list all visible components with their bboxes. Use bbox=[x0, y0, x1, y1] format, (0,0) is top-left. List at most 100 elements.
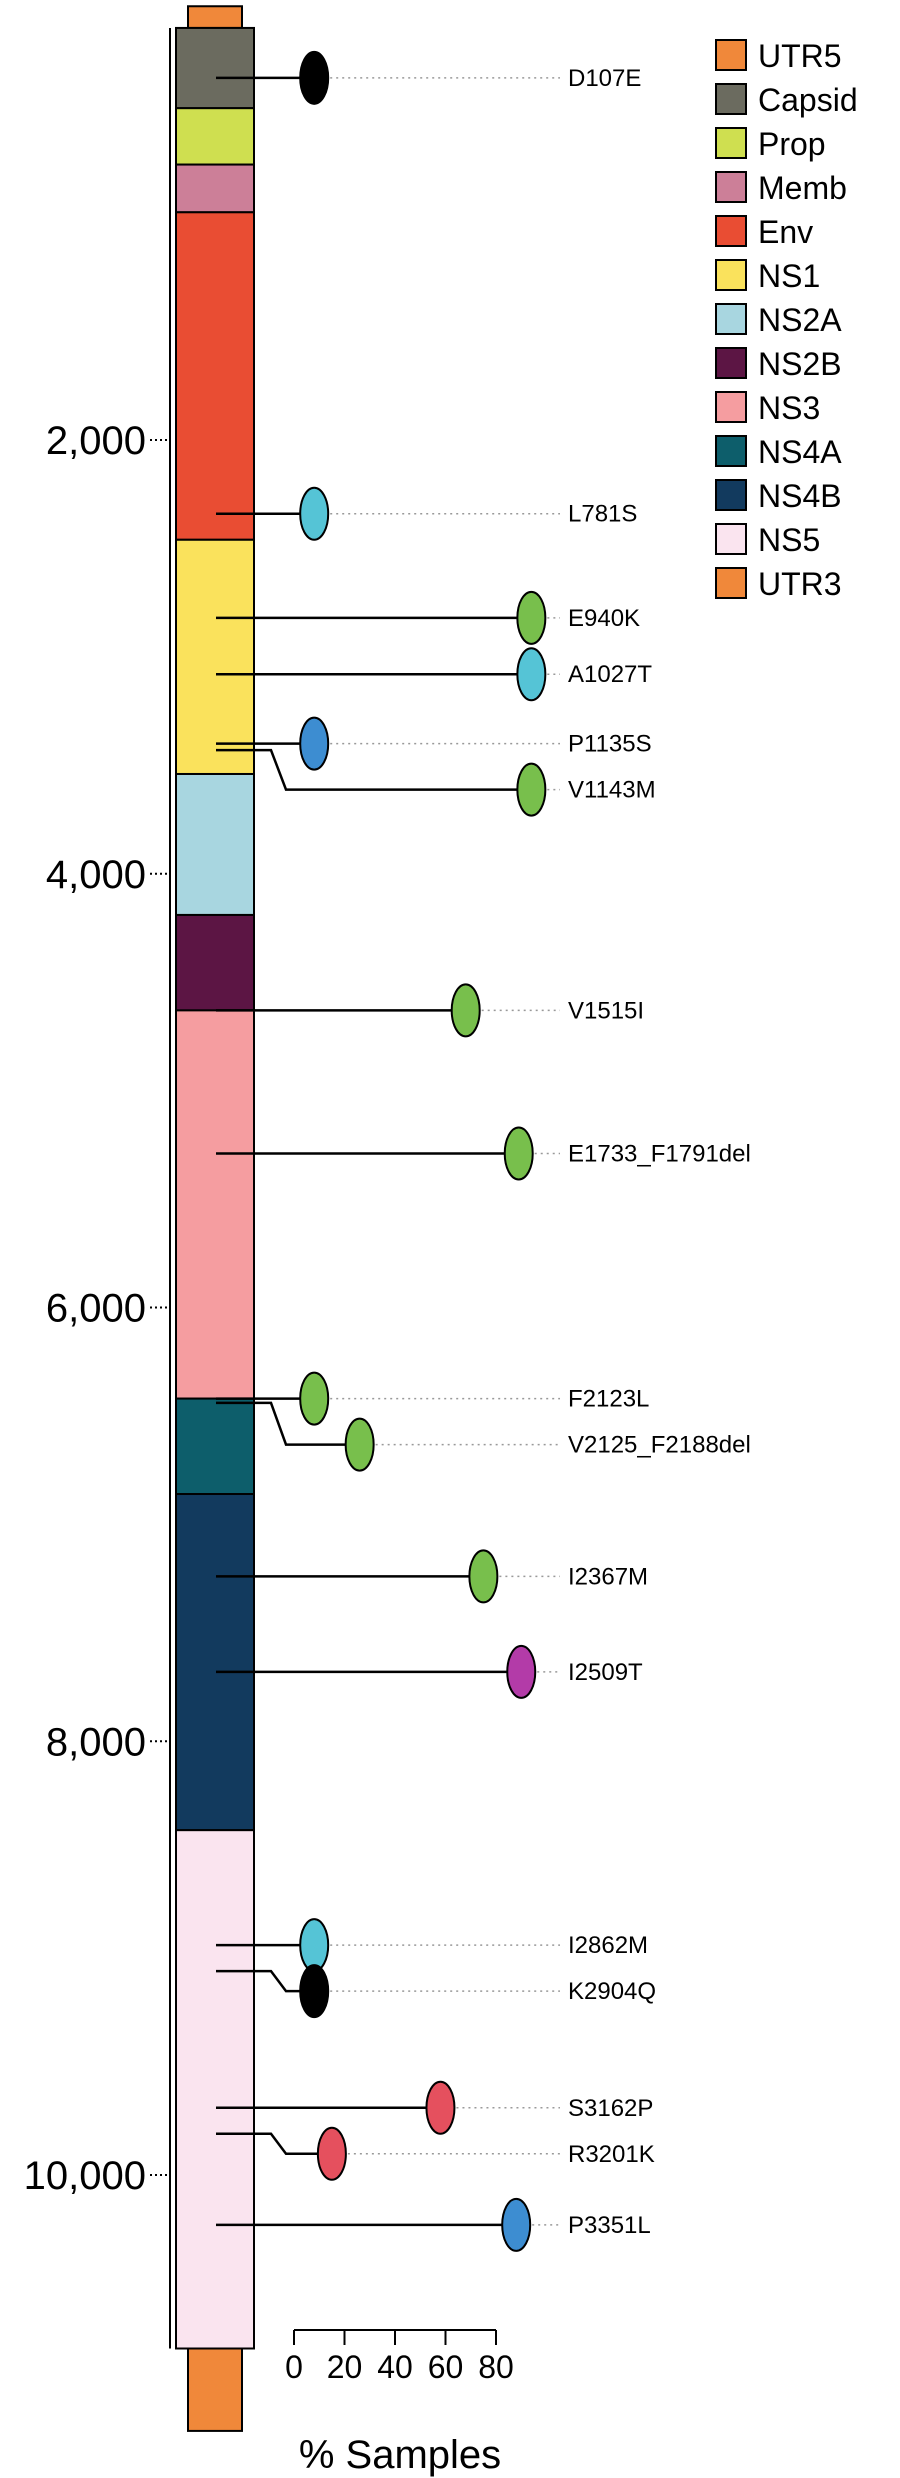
mutation-head bbox=[516, 647, 547, 702]
mutation-head bbox=[316, 2126, 347, 2181]
mutation-r3201k: R3201K bbox=[216, 2126, 655, 2181]
mutation-a1027t: A1027T bbox=[216, 647, 652, 702]
x-tick-label: 20 bbox=[327, 2349, 363, 2385]
region-ns4b bbox=[175, 1493, 255, 1832]
legend-label: Memb bbox=[758, 170, 847, 206]
legend-swatch bbox=[715, 215, 747, 247]
x-axis: % Samples 0 20 40 60 80 bbox=[285, 2329, 514, 2477]
mutation-i2862m: I2862M bbox=[216, 1918, 648, 1973]
mutation-label: I2509T bbox=[568, 1659, 643, 1686]
region-ns2a bbox=[175, 772, 255, 916]
legend-swatch bbox=[715, 303, 747, 335]
mutation-stem bbox=[216, 2132, 332, 2156]
legend-swatch bbox=[715, 83, 747, 115]
mutation-label: S3162P bbox=[568, 2095, 653, 2122]
mutation-stem bbox=[216, 748, 532, 791]
legend-label: NS4B bbox=[758, 478, 842, 514]
region-capsid bbox=[175, 26, 255, 110]
genome-bar bbox=[175, 5, 255, 2432]
mutation-e940k: E940K bbox=[216, 590, 640, 645]
y-tick-label: 8,000 bbox=[46, 1720, 146, 1764]
mutation-head bbox=[506, 1644, 537, 1699]
mutation-stem bbox=[216, 1401, 360, 1446]
legend-item-ns2a: NS2A bbox=[715, 302, 842, 338]
legend-item-ns3: NS3 bbox=[715, 390, 820, 426]
y-tick-label: 2,000 bbox=[46, 419, 146, 463]
mutation-head bbox=[501, 2197, 532, 2252]
mutation-p1135s: P1135S bbox=[216, 716, 652, 771]
region-ns4a bbox=[175, 1397, 255, 1496]
legend-swatch bbox=[715, 127, 747, 159]
mutation-p3351l: P3351L bbox=[216, 2197, 651, 2252]
mutation-v1515i: V1515I bbox=[216, 983, 644, 1038]
mutation-d107e: D107E bbox=[216, 50, 641, 105]
legend-label: UTR3 bbox=[758, 566, 842, 602]
mutation-lollipops: D107E L781S E940K A1027T P1135S V1143M V1515I E… bbox=[216, 50, 751, 2252]
mutation-i2367m: I2367M bbox=[216, 1549, 648, 1604]
legend-label: Env bbox=[758, 214, 813, 250]
x-tick-label: 60 bbox=[428, 2349, 464, 2385]
mutation-head bbox=[299, 1964, 330, 2019]
legend-label: NS5 bbox=[758, 522, 820, 558]
legend-label: Capsid bbox=[758, 82, 858, 118]
region-ns1 bbox=[175, 538, 255, 775]
y-tick-label: 6,000 bbox=[46, 1287, 146, 1331]
mutation-label: F2123L bbox=[568, 1386, 649, 1413]
legend-label: NS4A bbox=[758, 434, 842, 470]
mutation-label: E940K bbox=[568, 605, 640, 632]
y-axis: 2,000 4,000 6,000 8,000 10,000 bbox=[24, 27, 171, 2349]
mutation-i2509t: I2509T bbox=[216, 1644, 643, 1699]
legend-item-memb: Memb bbox=[715, 170, 847, 206]
legend-item-ns2b: NS2B bbox=[715, 346, 842, 382]
mutation-s3162p: S3162P bbox=[216, 2080, 653, 2135]
mutation-head bbox=[299, 1371, 330, 1426]
mutation-label: L781S bbox=[568, 501, 637, 528]
legend-item-env: Env bbox=[715, 214, 813, 250]
legend-label: NS2B bbox=[758, 346, 842, 382]
mutation-head bbox=[503, 1126, 534, 1181]
y-tick-label: 4,000 bbox=[46, 853, 146, 897]
legend-swatch bbox=[715, 39, 747, 71]
y-tick-label: 10,000 bbox=[24, 2154, 146, 2198]
legend-swatch bbox=[715, 171, 747, 203]
mutation-label: V2125_F2188del bbox=[568, 1432, 751, 1459]
mutation-head bbox=[425, 2080, 456, 2135]
legend-swatch bbox=[715, 435, 747, 467]
mutation-k2904q: K2904Q bbox=[216, 1964, 656, 2019]
legend-swatch bbox=[715, 259, 747, 291]
legend-label: UTR5 bbox=[758, 38, 842, 74]
mutation-label: P1135S bbox=[568, 731, 652, 758]
legend-item-utr3: UTR3 bbox=[715, 566, 842, 602]
mutation-label: V1143M bbox=[568, 777, 656, 804]
mutation-head bbox=[299, 1918, 330, 1973]
legend-label: NS2A bbox=[758, 302, 842, 338]
mutation-label: I2862M bbox=[568, 1932, 648, 1959]
mutation-head bbox=[299, 716, 330, 771]
legend-item-ns4a: NS4A bbox=[715, 434, 842, 470]
legend-item-prop: Prop bbox=[715, 126, 826, 162]
mutation-v2125_f2188del: V2125_F2188del bbox=[216, 1401, 751, 1472]
mutation-e1733_f1791del: E1733_F1791del bbox=[216, 1126, 751, 1181]
region-ns5 bbox=[175, 1829, 255, 2350]
mutation-l781s: L781S bbox=[216, 486, 637, 541]
legend-item-utr5: UTR5 bbox=[715, 38, 842, 74]
legend-item-ns5: NS5 bbox=[715, 522, 820, 558]
x-tick-label: 40 bbox=[377, 2349, 413, 2385]
legend-swatch bbox=[715, 567, 747, 599]
mutation-head bbox=[516, 762, 547, 817]
x-tick-label: 80 bbox=[478, 2349, 514, 2385]
legend-label: NS1 bbox=[758, 258, 820, 294]
mutation-label: I2367M bbox=[568, 1563, 648, 1590]
mutation-label: V1515I bbox=[568, 997, 644, 1024]
legend-label: NS3 bbox=[758, 390, 820, 426]
mutation-head bbox=[299, 486, 330, 541]
region-utr3 bbox=[187, 2347, 243, 2432]
region-utr5 bbox=[187, 5, 243, 29]
region-ns3 bbox=[175, 1009, 255, 1400]
legend-label: Prop bbox=[758, 126, 826, 162]
legend-swatch bbox=[715, 479, 747, 511]
x-axis-title: % Samples bbox=[299, 2433, 501, 2477]
mutation-head bbox=[516, 590, 547, 645]
legend-item-ns4b: NS4B bbox=[715, 478, 842, 514]
